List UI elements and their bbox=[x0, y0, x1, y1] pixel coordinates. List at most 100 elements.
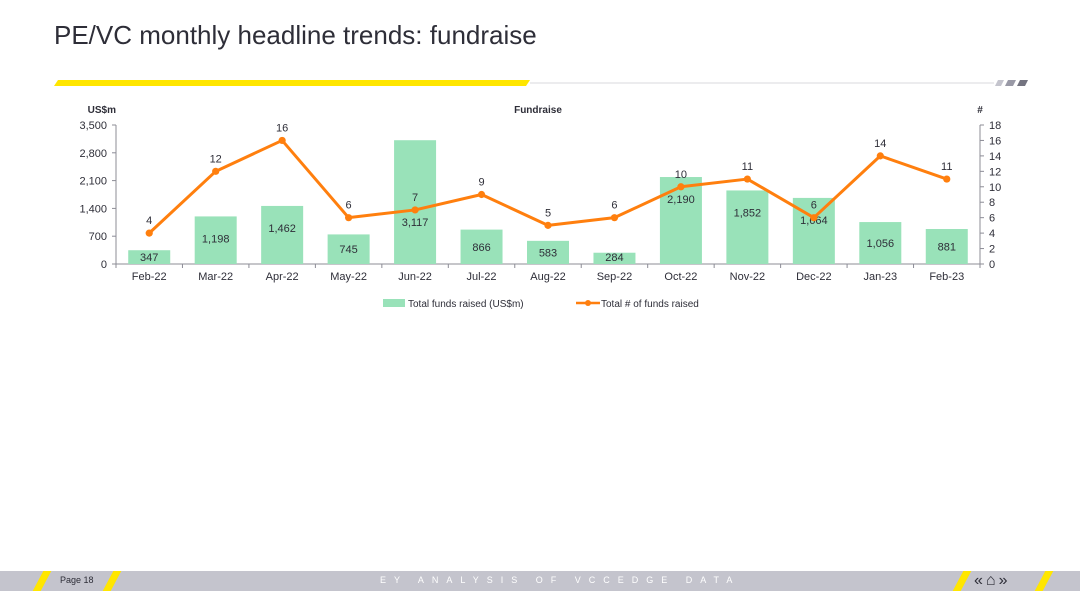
x-tick-label: Feb-23 bbox=[929, 271, 964, 283]
bar bbox=[261, 205, 304, 264]
right-tick-label: 4 bbox=[989, 228, 995, 240]
right-tick-label: 18 bbox=[989, 120, 1001, 132]
fundraise-chart: US$m Fundraise #0 700 1,400 2,100 2,800 3,500 0 2… bbox=[79, 105, 1001, 310]
x-tick-label: Apr-22 bbox=[266, 271, 299, 283]
bar bbox=[859, 222, 902, 264]
bar bbox=[128, 250, 171, 264]
x-tick-label: Jul-22 bbox=[467, 271, 497, 283]
right-tick-label: 12 bbox=[989, 166, 1001, 178]
line-value-label: 10 bbox=[675, 169, 687, 181]
nav-controls: « ⌂ » bbox=[974, 572, 1007, 590]
x-tick-label: May-22 bbox=[330, 271, 367, 283]
line-value-label: 7 bbox=[412, 192, 418, 204]
bar-value-label: 284 bbox=[605, 252, 623, 264]
title-rule-stripe-2 bbox=[1005, 80, 1016, 86]
line-value-label: 4 bbox=[146, 215, 152, 227]
bar bbox=[394, 140, 437, 264]
left-tick-label: 2,100 bbox=[79, 176, 107, 188]
bar-value-label: 866 bbox=[472, 242, 490, 254]
bar bbox=[726, 190, 769, 264]
left-tick-label: 2,800 bbox=[79, 148, 107, 160]
bar bbox=[925, 229, 968, 264]
left-tick-label: 700 bbox=[89, 231, 107, 243]
legend-bar-label: Total funds raised (US$m) bbox=[408, 299, 524, 310]
x-tick-label: Aug-22 bbox=[530, 271, 565, 283]
line-point bbox=[411, 206, 419, 214]
bar bbox=[527, 240, 569, 264]
bar bbox=[327, 234, 370, 264]
bar-value-label: 3,117 bbox=[402, 217, 429, 229]
x-tick-label: Nov-22 bbox=[730, 271, 765, 283]
x-tick-label: Jun-22 bbox=[398, 271, 432, 283]
line-point bbox=[345, 214, 353, 222]
right-axis-title: # bbox=[977, 105, 983, 116]
legend-line-marker bbox=[585, 300, 591, 306]
line-value-label: 6 bbox=[611, 200, 617, 212]
legend-line-label: Total # of funds raised bbox=[601, 299, 699, 310]
right-tick-label: 2 bbox=[989, 244, 995, 256]
left-axis-title: US$m bbox=[88, 105, 116, 116]
right-tick-label: 14 bbox=[989, 151, 1001, 163]
bar-value-label: 881 bbox=[938, 242, 956, 254]
line-value-label: 6 bbox=[811, 200, 817, 212]
line-value-label: 9 bbox=[478, 177, 484, 189]
line-point bbox=[943, 175, 951, 183]
title-rule-stripe-3 bbox=[1017, 80, 1028, 86]
home-icon[interactable]: ⌂ bbox=[985, 572, 996, 589]
line-value-label: 11 bbox=[941, 161, 952, 173]
bar-value-label: 1,198 bbox=[202, 233, 230, 245]
bar bbox=[194, 216, 237, 264]
line-point bbox=[278, 136, 286, 145]
line-point bbox=[810, 214, 818, 222]
line-value-label: 16 bbox=[276, 122, 288, 134]
line-value-label: 12 bbox=[210, 153, 222, 165]
right-tick-label: 16 bbox=[989, 135, 1001, 147]
x-tick-label: Sep-22 bbox=[597, 271, 632, 283]
bar-value-label: 2,190 bbox=[667, 194, 695, 206]
footer-bar: Page 18 EY ANALYSIS OF VCCEDGE DATA « ⌂ … bbox=[0, 571, 1080, 591]
x-tick-label: Feb-22 bbox=[132, 271, 167, 283]
page-number: Page 18 bbox=[60, 575, 94, 585]
footer-stripe bbox=[952, 571, 972, 591]
footer-stripe bbox=[32, 571, 52, 591]
right-tick-label: 10 bbox=[989, 182, 1001, 194]
line-point bbox=[212, 167, 220, 175]
right-tick-label: 8 bbox=[989, 197, 995, 209]
x-tick-label: Dec-22 bbox=[796, 271, 831, 283]
bar-value-label: 347 bbox=[140, 252, 158, 264]
line-point bbox=[477, 190, 486, 199]
bar-value-label: 745 bbox=[339, 244, 357, 256]
next-page-icon[interactable]: » bbox=[998, 572, 1008, 589]
bar bbox=[460, 229, 503, 264]
line-point bbox=[544, 221, 552, 229]
x-tick-label: Oct-22 bbox=[664, 271, 697, 283]
title-rule bbox=[54, 80, 1028, 86]
line-point bbox=[145, 229, 153, 237]
title-rule-accent bbox=[54, 80, 530, 86]
right-tick-label: 0 bbox=[989, 259, 995, 271]
footer-stripe bbox=[102, 571, 122, 591]
page-title: PE/VC monthly headline trends: fundraise bbox=[54, 20, 537, 50]
line-point bbox=[876, 152, 884, 160]
bar-value-label: 583 bbox=[539, 247, 557, 259]
footer-stripe bbox=[1034, 571, 1054, 591]
bar-value-label: 1,852 bbox=[734, 207, 762, 219]
right-tick-label: 6 bbox=[989, 213, 995, 225]
left-tick-label: 3,500 bbox=[79, 120, 107, 132]
x-tick-label: Mar-22 bbox=[198, 271, 233, 283]
line-point bbox=[677, 183, 685, 191]
bar-value-label: 1,462 bbox=[268, 223, 296, 235]
line-value-label: 6 bbox=[346, 200, 352, 212]
legend-bar-swatch bbox=[383, 299, 405, 307]
bar-value-label: 1,056 bbox=[867, 238, 895, 250]
bar bbox=[593, 252, 636, 264]
line-value-label: 5 bbox=[545, 207, 551, 219]
bar bbox=[659, 177, 702, 264]
line-point bbox=[743, 175, 751, 183]
line-point bbox=[610, 214, 619, 222]
footer-caption: EY ANALYSIS OF VCCEDGE DATA bbox=[380, 575, 741, 585]
left-tick-label: 0 bbox=[101, 259, 107, 271]
previous-page-icon[interactable]: « bbox=[974, 572, 983, 589]
line-value-label: 11 bbox=[742, 161, 753, 173]
left-tick-label: 1,400 bbox=[79, 203, 107, 215]
